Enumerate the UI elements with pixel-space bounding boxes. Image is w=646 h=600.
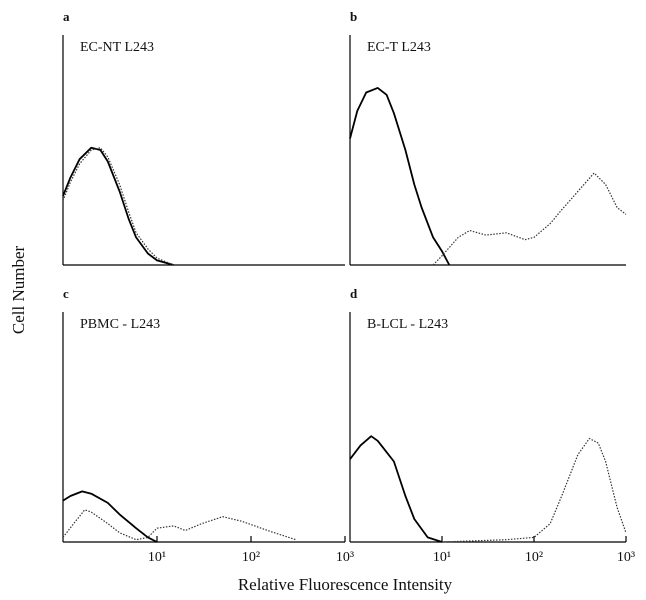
histogram-line xyxy=(62,147,174,266)
panel-title: PBMC - L243 xyxy=(80,317,160,332)
histogram-line xyxy=(62,490,158,543)
histogram-line xyxy=(349,435,443,543)
histogram-line xyxy=(432,172,627,266)
histogram-line xyxy=(349,87,451,266)
panel-title: EC-T L243 xyxy=(367,40,431,55)
panel-label: b xyxy=(350,9,357,24)
x-tick-label: 10³ xyxy=(617,550,635,565)
x-tick-label: 10² xyxy=(242,550,260,565)
x-tick-label: 10³ xyxy=(336,550,354,565)
panel-label: a xyxy=(63,9,70,24)
y-axis-label: Cell Number xyxy=(9,246,28,335)
panel-label: c xyxy=(63,286,69,301)
x-tick-label: 10² xyxy=(525,550,543,565)
x-axis-label: Relative Fluorescence Intensity xyxy=(238,575,453,594)
panel-label: d xyxy=(350,286,358,301)
histogram-line xyxy=(62,509,296,541)
x-tick-label: 10¹ xyxy=(433,550,451,565)
panel-title: EC-NT L243 xyxy=(80,40,154,55)
histogram-line xyxy=(62,146,174,266)
panel-title: B-LCL - L243 xyxy=(367,317,448,332)
x-tick-label: 10¹ xyxy=(148,550,166,565)
histogram-line xyxy=(441,437,627,543)
